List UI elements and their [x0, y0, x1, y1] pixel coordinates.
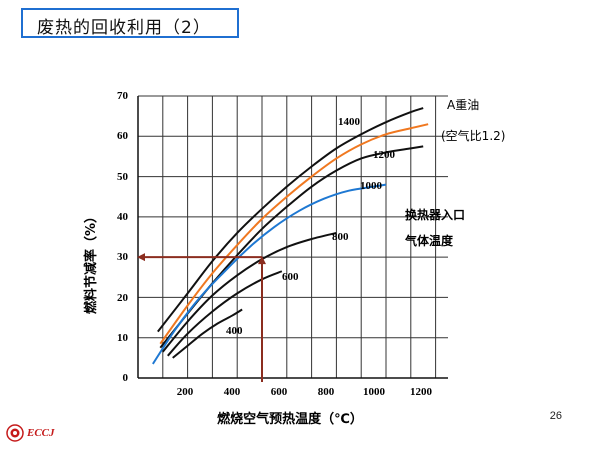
- logo-emblem-icon: [6, 424, 24, 442]
- annotation-exchanger-1: 换热器入口: [405, 207, 465, 222]
- x-tick-label: 200: [177, 386, 194, 398]
- x-tick-label: 1000: [363, 386, 386, 398]
- series-line-1000: [152, 183, 387, 365]
- y-tick-label: 40: [117, 211, 129, 223]
- y-tick-label: 10: [117, 332, 129, 344]
- eccj-logo: ECCJ: [6, 424, 86, 444]
- reference-lines: [137, 253, 266, 382]
- x-axis-title: 燃烧空气预热温度（℃）: [217, 411, 363, 427]
- curve-label-600: 600: [282, 271, 299, 283]
- y-tick-label: 20: [117, 292, 129, 304]
- y-tick-label: 30: [117, 251, 129, 263]
- curve-label-1200: 1200: [373, 149, 396, 161]
- curve-label-1400: 1400: [338, 116, 361, 128]
- annotation-fuel: A重油: [447, 98, 479, 112]
- curve-label-1000: 1000: [360, 180, 383, 192]
- y-tick-label: 0: [123, 372, 129, 384]
- curve-label-400: 400: [226, 325, 243, 337]
- slide-title: 废热的回收利用（2）: [37, 18, 211, 38]
- annotation-exchanger-2: 气体温度: [404, 233, 454, 248]
- page-number: 26: [549, 410, 562, 422]
- chart-series: [152, 107, 429, 365]
- x-tick-label: 600: [271, 386, 288, 398]
- reference-arrow-left-icon: [137, 253, 145, 262]
- x-tick-label: 400: [224, 386, 241, 398]
- series-line-orange: [159, 123, 429, 345]
- logo-text: ECCJ: [27, 427, 55, 439]
- series-line-600: [167, 270, 283, 357]
- x-tick-label: 800: [318, 386, 335, 398]
- y-tick-label: 60: [117, 130, 129, 142]
- slide-title-box: 废热的回收利用（2）: [21, 8, 239, 38]
- reference-arrow-up-icon: [258, 256, 266, 265]
- series-line-1400: [157, 107, 424, 333]
- y-tick-label: 70: [117, 90, 129, 102]
- annotation-air-ratio: (空气比1.2): [441, 128, 505, 143]
- series-line-400: [172, 308, 243, 359]
- series-line-800: [162, 231, 337, 353]
- y-tick-label: 50: [117, 171, 129, 183]
- curve-label-800: 800: [332, 231, 349, 243]
- x-tick-label: 1200: [410, 386, 433, 398]
- y-axis-title: 燃料节减率（%）: [83, 210, 99, 314]
- chart-grid: [137, 95, 448, 379]
